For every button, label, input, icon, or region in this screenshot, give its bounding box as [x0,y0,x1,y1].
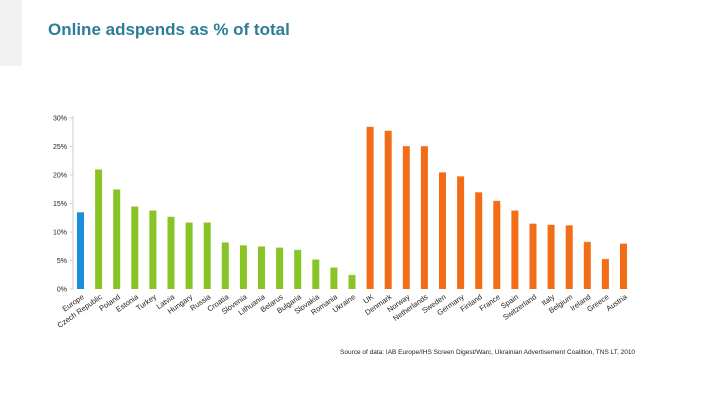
bar-ukraine [348,274,356,289]
bar-croatia [221,242,229,289]
bar-bulgaria [294,249,302,289]
bar-norway [402,145,410,289]
bar-slovakia [312,259,320,289]
category-label: Austria [604,292,629,313]
y-tick-label: 25% [53,144,67,151]
bar-sweden [439,172,446,289]
y-tick-label: 0% [57,287,67,294]
category-label: Turkey [134,292,158,313]
bar-poland [113,189,121,289]
side-strip [0,0,22,66]
bar-uk [366,126,374,289]
bar-hungary [185,222,193,289]
bar-france [493,200,501,289]
bar-russia [203,222,211,289]
bar-slovenia [239,245,247,289]
bar-lithuania [258,246,265,289]
bar-greece [601,258,609,289]
source-note: Source of data: IAB Europe/IHS Screen Di… [340,349,636,356]
y-tick-label: 5% [57,258,67,265]
y-tick-label: 15% [53,201,67,208]
bar-finland [475,192,483,289]
y-tick-label: 30% [53,116,67,123]
y-tick-label: 20% [53,173,67,180]
bar-romania [330,267,338,289]
bar-italy [547,224,555,289]
bar-spain [511,210,519,289]
bar-netherlands [420,145,428,289]
category-label: France [478,292,502,313]
bar-belgium [565,225,573,289]
bar-latvia [167,216,175,289]
bar-austria [620,243,627,289]
bar-turkey [149,210,157,289]
bar-switzerland [529,223,537,289]
bar-denmark [384,130,392,289]
chart-title: Online adspends as % of total [48,20,290,39]
bar-estonia [131,206,139,289]
bar-europe [77,212,84,289]
bar-ireland [583,241,591,289]
y-tick-label: 10% [53,230,67,237]
bar-belarus [276,247,284,289]
bar-germany [457,176,465,289]
bar-czech-republic [95,169,103,289]
